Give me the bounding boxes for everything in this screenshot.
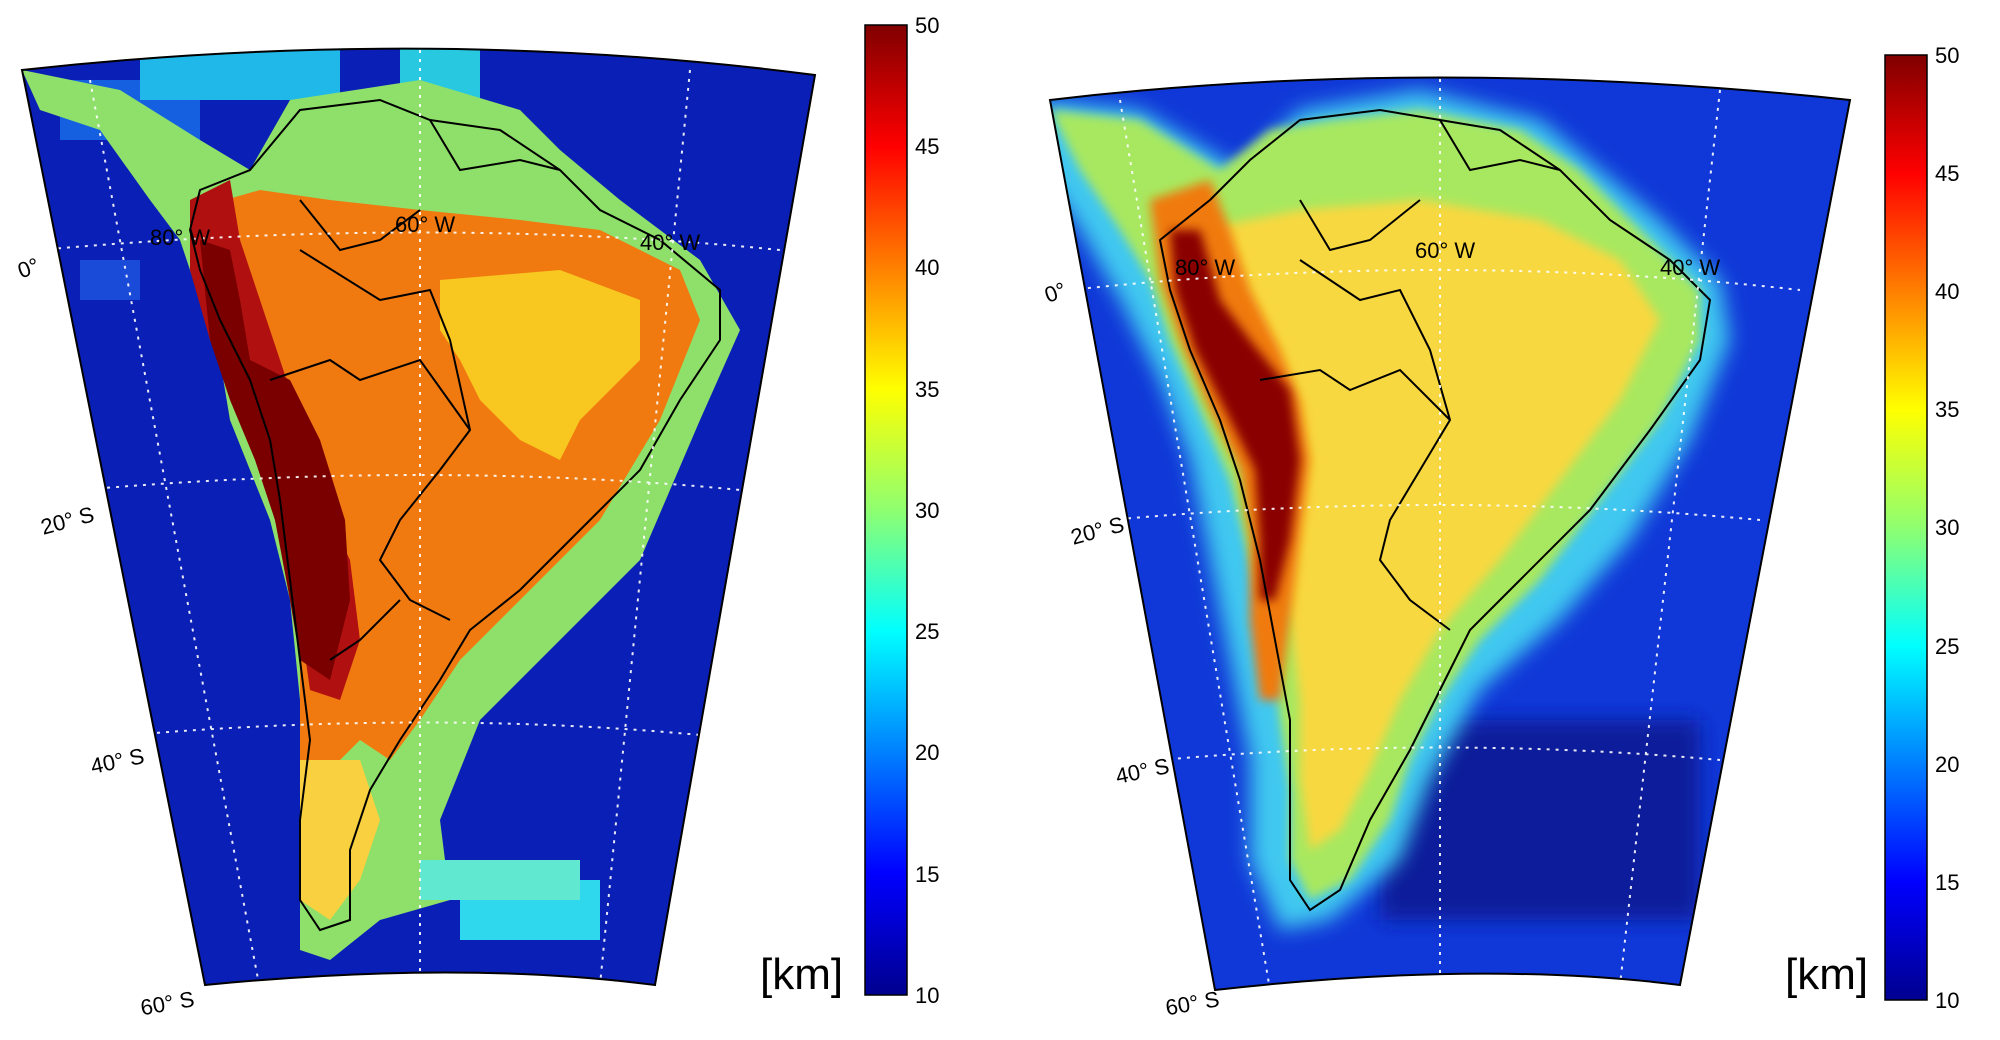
parallel-label: 20° S (38, 502, 97, 540)
map-left-frame (20, 47, 817, 987)
parallel-label: 0° (1041, 277, 1069, 308)
parallel-label: 60° S (1164, 986, 1222, 1020)
map-right-frame (1048, 76, 1852, 992)
map-panel-left: 80° W 60° W 40° W 0° 20° S 40° S 60° S 5… (14, 13, 939, 1020)
colorbar-tick: 10 (1935, 988, 1959, 1013)
map-panel-right: 80° W 60° W 40° W 0° 20° S 40° S 60° S 5… (1000, 0, 2000, 1040)
colorbar-tick: 50 (1935, 43, 1959, 68)
colorbar-tick: 50 (915, 13, 939, 38)
meridian-label: 80° W (150, 225, 210, 250)
colorbar-tick: 35 (1935, 397, 1959, 422)
colorbar (1884, 54, 1928, 1001)
map-right-borders (1158, 108, 1712, 912)
parallel-label: 40° S (1113, 753, 1171, 789)
meridian-label: 40° W (640, 230, 700, 255)
map-left: 80° W 60° W 40° W 0° 20° S 40° S 60° S 5… (14, 13, 939, 1020)
colorbar-tick: 25 (915, 619, 939, 644)
parallel-label: 0° (14, 253, 42, 284)
map-right-field (1050, 77, 1850, 990)
colorbar-tick: 20 (915, 740, 939, 765)
parallel-label: 40° S (88, 743, 146, 779)
meridian-label: 60° W (1415, 238, 1475, 263)
colorbar (864, 24, 908, 996)
colorbar-tick: 35 (915, 377, 939, 402)
map-right-graticule (1069, 77, 1801, 990)
colorbar-tick: 10 (915, 983, 939, 1008)
colorbar-tick: 45 (915, 134, 939, 159)
parallel-label: 60° S (139, 986, 197, 1020)
colorbar-tick: 40 (915, 255, 939, 280)
colorbar-tick: 25 (1935, 634, 1959, 659)
map-right: 80° W 60° W 40° W 0° 20° S 40° S 60° S 5… (1041, 43, 1959, 1020)
meridian-label: 60° W (395, 212, 455, 237)
parallel-label: 20° S (1068, 512, 1127, 550)
meridian-label: 40° W (1660, 255, 1720, 280)
colorbar-tick: 30 (915, 498, 939, 523)
unit-label: [km] (1785, 950, 1869, 999)
map-left-graticule (39, 50, 781, 986)
colorbar-tick: 15 (1935, 870, 1959, 895)
unit-label: [km] (760, 950, 844, 999)
colorbar-ticks: 50 45 40 35 30 25 20 15 10 (1935, 43, 1959, 1013)
meridian-label: 80° W (1175, 255, 1235, 280)
colorbar-tick: 45 (1935, 161, 1959, 186)
colorbar-tick: 15 (915, 862, 939, 887)
colorbar-ticks: 50 45 40 35 30 25 20 15 10 (915, 13, 939, 1008)
map-left-field (22, 48, 815, 986)
colorbar-tick: 20 (1935, 752, 1959, 777)
colorbar-tick: 40 (1935, 279, 1959, 304)
colorbar-tick: 30 (1935, 515, 1959, 540)
